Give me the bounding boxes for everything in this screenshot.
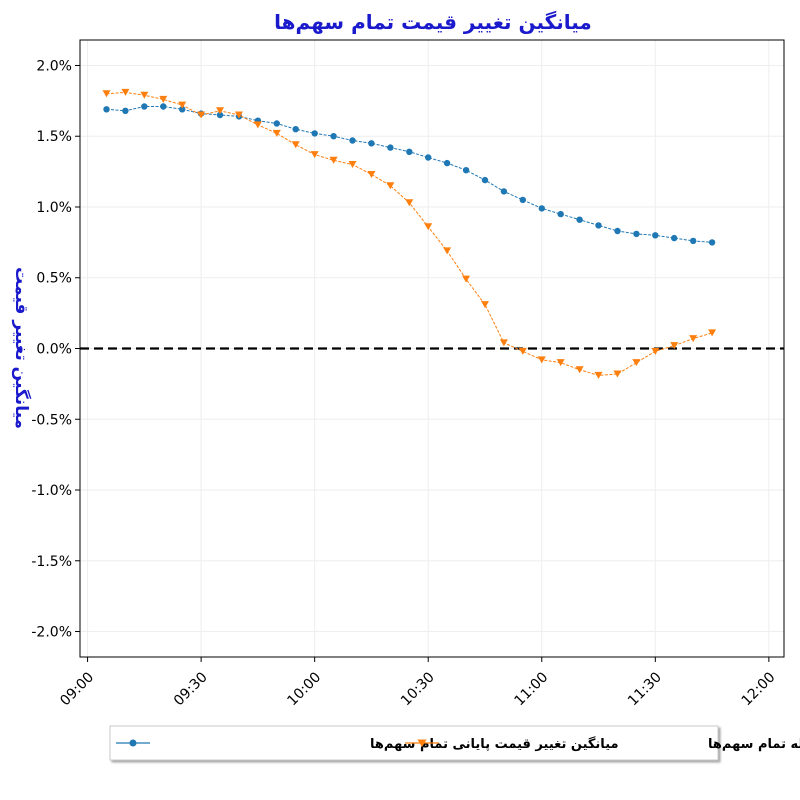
data-point bbox=[576, 216, 583, 223]
y-tick-label: -0.5% bbox=[31, 412, 72, 428]
data-point bbox=[443, 247, 452, 255]
data-point bbox=[499, 339, 508, 347]
legend-entry-close-price: میانگین تغییر قیمت پایانی تمام سهم‌ها bbox=[116, 736, 619, 752]
y-tick-label: 1.0% bbox=[36, 200, 72, 216]
data-point bbox=[387, 144, 394, 151]
data-point bbox=[179, 106, 186, 113]
data-point bbox=[613, 370, 622, 378]
data-point bbox=[538, 205, 545, 212]
series-0 bbox=[103, 103, 716, 246]
data-point bbox=[595, 222, 602, 229]
series-group bbox=[102, 88, 717, 379]
data-point bbox=[652, 232, 659, 239]
legend-marker-triangle-icon bbox=[417, 739, 427, 747]
data-point bbox=[406, 148, 413, 155]
legend: میانگین تغییر قیمت پایانی تمام سهم‌ها می… bbox=[109, 725, 800, 761]
legend-marker-circle-icon bbox=[129, 739, 137, 747]
data-point bbox=[234, 111, 243, 119]
legend-label-last: میانگین تغییر قیمت آخرین معامله تمام سهم… bbox=[708, 735, 800, 752]
data-point bbox=[311, 130, 318, 137]
data-point bbox=[556, 359, 565, 367]
data-point bbox=[462, 167, 470, 174]
data-point bbox=[443, 159, 451, 167]
data-point bbox=[292, 126, 299, 133]
data-point bbox=[633, 230, 640, 238]
data-point bbox=[481, 176, 489, 184]
data-point bbox=[708, 329, 717, 337]
data-point bbox=[102, 90, 111, 98]
data-point bbox=[594, 371, 603, 379]
data-point bbox=[178, 101, 187, 109]
data-point bbox=[425, 154, 432, 161]
data-point bbox=[689, 335, 698, 343]
data-point bbox=[519, 196, 526, 204]
data-point bbox=[424, 223, 433, 231]
y-tick-label: 2.0% bbox=[36, 58, 72, 74]
data-point bbox=[216, 107, 225, 115]
data-point bbox=[103, 106, 110, 113]
y-axis-label: میانگین تغییر قیمت bbox=[11, 267, 32, 429]
data-point bbox=[614, 227, 621, 235]
data-point bbox=[348, 161, 357, 169]
data-point bbox=[216, 111, 224, 119]
data-point bbox=[291, 141, 300, 149]
data-point bbox=[367, 170, 376, 178]
data-point bbox=[632, 359, 641, 367]
y-tick-label: 1.5% bbox=[36, 129, 72, 145]
data-point bbox=[575, 366, 584, 374]
data-point bbox=[386, 182, 395, 190]
data-point bbox=[670, 342, 679, 350]
data-point bbox=[273, 120, 280, 127]
data-point bbox=[651, 347, 660, 355]
y-tick-label: -1.0% bbox=[31, 483, 72, 499]
data-point bbox=[518, 347, 527, 355]
y-tick-label: 0.0% bbox=[36, 342, 72, 358]
y-tick-label: -1.5% bbox=[31, 554, 72, 570]
legend-frame bbox=[109, 725, 719, 761]
data-point bbox=[197, 111, 206, 119]
data-point bbox=[121, 88, 130, 96]
data-point bbox=[329, 156, 338, 164]
data-point bbox=[253, 121, 262, 129]
y-tick-label: -2.0% bbox=[31, 625, 72, 641]
data-point bbox=[310, 151, 319, 159]
data-point bbox=[480, 301, 489, 309]
legend-label-close: میانگین تغییر قیمت پایانی تمام سهم‌ها bbox=[370, 736, 619, 752]
y-axis: -2.0% -1.5% -1.0% -0.5% 0.0% 0.5% 1.0% 1.5% 2.0% bbox=[31, 58, 80, 641]
data-point bbox=[405, 199, 414, 207]
chart-title: میانگین تغییر قیمت تمام سهم‌ها bbox=[274, 10, 592, 34]
y-tick-label: 0.5% bbox=[36, 271, 72, 287]
series-1 bbox=[102, 88, 717, 379]
data-point bbox=[330, 133, 337, 140]
data-point bbox=[690, 237, 697, 245]
data-point bbox=[462, 275, 471, 283]
data-point bbox=[272, 129, 281, 137]
data-point bbox=[708, 239, 716, 246]
data-point bbox=[160, 103, 167, 110]
data-point bbox=[671, 234, 678, 242]
data-point bbox=[537, 356, 546, 364]
data-point bbox=[141, 103, 148, 110]
data-point bbox=[368, 140, 375, 147]
data-point bbox=[159, 95, 168, 103]
data-point bbox=[349, 137, 356, 144]
data-point bbox=[140, 91, 149, 99]
data-point bbox=[122, 107, 129, 115]
data-point bbox=[557, 210, 564, 218]
data-point bbox=[500, 188, 508, 195]
legend-entry-last-price: میانگین تغییر قیمت آخرین معامله تمام سهم… bbox=[405, 735, 800, 752]
